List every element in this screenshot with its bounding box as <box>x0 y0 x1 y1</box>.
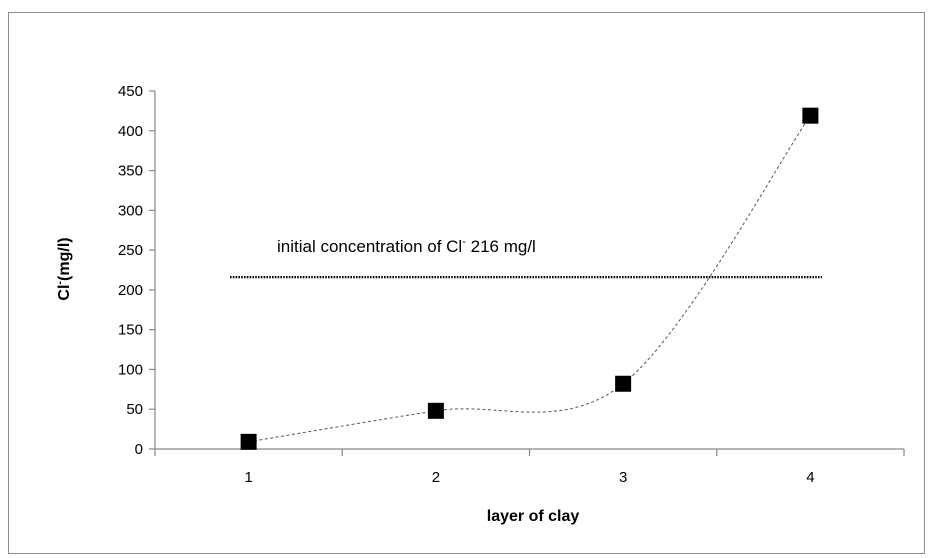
annotation-label: initial concentration of Cl- 216 mg/l <box>277 236 536 256</box>
data-point-marker <box>802 107 819 124</box>
y-tick-label: 450 <box>118 83 143 100</box>
axes: 0 50 100 150 200 250 300 350 400 450 1 2 3 4 <box>118 83 905 486</box>
data-point-marker <box>427 402 444 419</box>
data-point-marker <box>615 375 632 392</box>
x-axis-title: layer of clay <box>487 508 580 525</box>
y-tick-label: 300 <box>118 202 143 219</box>
x-tick-label: 2 <box>432 469 440 486</box>
data-point-marker <box>240 433 257 450</box>
y-tick-label: 200 <box>118 282 143 299</box>
x-tick-label: 4 <box>806 469 814 486</box>
chart-frame <box>8 12 925 554</box>
y-tick-label: 0 <box>135 441 143 458</box>
x-tick-label: 1 <box>244 469 252 486</box>
y-tick-label: 50 <box>126 401 143 418</box>
x-tick-label: 3 <box>619 469 627 486</box>
series-group <box>240 107 819 450</box>
y-tick-label: 100 <box>118 361 143 378</box>
y-tick-label: 150 <box>118 322 143 339</box>
y-tick-label: 250 <box>118 242 143 259</box>
y-tick-label: 400 <box>118 123 143 140</box>
y-tick-label: 350 <box>118 163 143 180</box>
y-axis-title: Cl-(mg/l) <box>54 237 73 300</box>
series-line <box>248 115 811 443</box>
